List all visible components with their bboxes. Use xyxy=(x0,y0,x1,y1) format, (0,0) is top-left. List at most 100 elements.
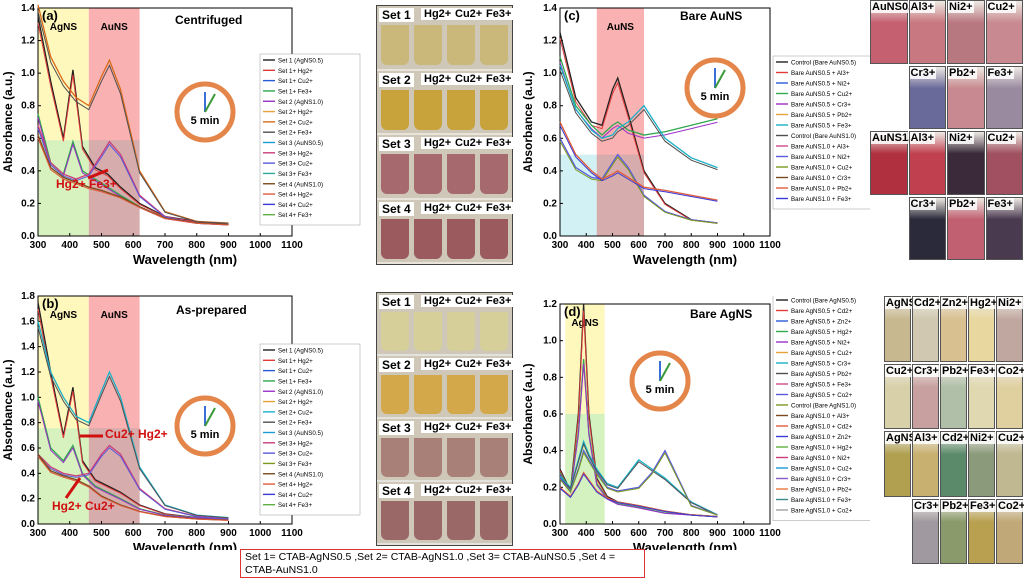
y-tick-label: 0.0 xyxy=(21,231,35,242)
vial-swatch-label: Fe3+ xyxy=(986,197,1014,210)
legend-entry: Set 2+ Fe3+ xyxy=(278,130,312,137)
y-tick-label: 0.6 xyxy=(21,133,35,144)
x-tick-label: 700 xyxy=(657,528,674,539)
y-tick-label: 0.8 xyxy=(21,101,35,112)
photo-ion-label: Hg2+ xyxy=(421,421,455,433)
y-tick-label: 1.4 xyxy=(543,3,557,14)
vial-swatch-label: Cr3+ xyxy=(909,66,937,79)
photo-ion-label: Fe3+ xyxy=(483,8,515,20)
y-tick-label: 0.4 xyxy=(21,468,35,479)
legend-entry: Set 4+ Fe3+ xyxy=(278,212,312,219)
vial-swatch-label: Al3+ xyxy=(909,132,936,144)
legend-entry: Set 2 (AgNS1.0) xyxy=(278,389,323,396)
series-line-auns-high xyxy=(37,4,229,224)
chart-panel-b: AgNS AuNS 300 400 500 600 700 800 900 1000 1100 0.0… xyxy=(0,288,370,555)
series-line-auns-low xyxy=(37,125,229,226)
vial xyxy=(381,437,409,477)
photo-ion-label: Cu2+ xyxy=(452,484,486,496)
photo-ion-label: Fe3+ xyxy=(483,72,515,85)
vial-swatch-label: Cu2+ xyxy=(997,432,1024,444)
x-axis-label: Wavelength (nm) xyxy=(633,252,737,267)
annotation-label: Hg2+ Cu2+ xyxy=(52,499,115,513)
x-tick-label: 400 xyxy=(578,240,595,251)
vial xyxy=(447,500,475,540)
legend-entry: Set 4+ Fe3+ xyxy=(278,502,312,509)
series-line-peak-navy-b xyxy=(559,363,718,518)
photo-ion-label: Fe3+ xyxy=(483,201,515,214)
legend-entry: Bare AuNS0.5 + Cu2+ xyxy=(791,91,853,98)
x-tick-label: 700 xyxy=(157,528,174,539)
photo-ion-label: Cu2+ xyxy=(452,8,486,20)
vial-swatch-label: Al3+ xyxy=(913,432,939,444)
legend-entry: Bare AgNS0.5 + Cu2+ xyxy=(791,350,853,357)
y-tick-label: 0.0 xyxy=(543,519,557,530)
legend-entry: Bare AgNS0.5 + Cr3+ xyxy=(791,361,851,368)
vial-swatch-label: Cu2+ xyxy=(885,364,915,377)
x-tick-label: 300 xyxy=(552,240,569,251)
legend-entry: Bare AgNS0.5 + Ni2+ xyxy=(791,340,851,347)
y-tick-label: 0.6 xyxy=(21,443,35,454)
photo-ion-label: Fe3+ xyxy=(483,421,515,433)
vial-swatch-label: Cr3+ xyxy=(913,499,940,512)
vial xyxy=(381,154,409,195)
x-tick-label: 600 xyxy=(125,240,142,251)
y-tick-label: 0.8 xyxy=(21,418,35,429)
legend-entry: Bare AgNS0.5 + Fe3+ xyxy=(791,382,852,389)
y-tick-label: 1.4 xyxy=(21,342,35,353)
legend-entry: Bare AuNS0.5 + Cr3+ xyxy=(791,102,851,109)
legend-entry: Set 4+ Hg2+ xyxy=(278,482,313,489)
x-tick-label: 900 xyxy=(709,240,726,251)
y-tick-label: 0.8 xyxy=(543,372,557,383)
x-tick-label: 800 xyxy=(683,240,700,251)
clock-hand-icon xyxy=(204,93,216,113)
clock-label: 5 min xyxy=(646,384,675,396)
vial xyxy=(480,311,508,351)
photo-row: Set 2 Hg2+ Cu2+ Fe3+ xyxy=(377,70,515,133)
x-tick-label: 400 xyxy=(578,528,595,539)
legend-entry: Set 2+ Hg2+ xyxy=(278,399,313,406)
vial-swatch-label: Zn2+ xyxy=(941,297,969,309)
series-line-auns-high-b xyxy=(37,11,229,224)
photo-row: Set 1 Hg2+ Cu2+ Fe3+ xyxy=(377,6,515,69)
vial-swatch-label: Pb2+ xyxy=(941,499,970,512)
photo-ion-label: Cu2+ xyxy=(452,421,486,433)
x-tick-label: 500 xyxy=(93,528,110,539)
photo-ion-label: Fe3+ xyxy=(483,137,515,149)
clock-label: 5 min xyxy=(191,429,220,441)
x-axis-label: Wavelength (nm) xyxy=(633,540,737,550)
x-tick-label: 1000 xyxy=(249,528,272,539)
vial-swatch-label: Co2+ xyxy=(997,364,1024,377)
legend-entry: Set 2+ Cu2+ xyxy=(278,119,313,126)
vial xyxy=(414,89,442,130)
clock-hand-icon xyxy=(204,407,216,427)
legend-entry: Bare AgNS0.5 + Co2+ xyxy=(791,392,853,399)
legend-entry: Control (Bare AuNS0.5) xyxy=(791,60,856,67)
legend-entry: Set 3+ Fe3+ xyxy=(278,461,312,468)
legend-entry: Bare AuNS0.5 + Ni2+ xyxy=(791,81,851,88)
legend-entry: Bare AgNS1.0 + Pb2+ xyxy=(791,487,852,494)
vial xyxy=(414,218,442,259)
photo-ion-label: Cu2+ xyxy=(452,201,486,214)
x-tick-label: 900 xyxy=(709,528,726,539)
y-tick-label: 0.4 xyxy=(543,166,557,177)
vial xyxy=(381,218,409,259)
vial xyxy=(480,218,508,259)
vial-swatch-label: Ni2+ xyxy=(948,132,974,144)
legend-entry: Bare AgNS0.5 + Zn2+ xyxy=(791,319,852,326)
vial-swatch-label: Pb2+ xyxy=(948,197,977,210)
y-tick-label: 1.2 xyxy=(21,36,35,47)
vial xyxy=(381,374,409,414)
agns-vial-grid: AgNS0.5 Cd2+ Zn2+ Hg2+ Ni2+ Cu2+ Cr3+ Pb2+ Fe3+ C… xyxy=(884,296,1024,566)
y-tick-label: 0.8 xyxy=(543,101,557,112)
y-tick-label: 1.0 xyxy=(21,392,35,403)
vial xyxy=(447,154,475,195)
series-line-mid xyxy=(559,439,718,516)
legend-entry: Bare AuNS1.0 + Ni2+ xyxy=(791,154,851,161)
vial xyxy=(414,374,442,414)
x-tick-label: 900 xyxy=(220,240,237,251)
series-line-agns-mid-b xyxy=(37,401,229,520)
legend-entry: Set 3+ Fe3+ xyxy=(278,171,312,178)
chart-b: AgNS AuNS 300 400 500 600 700 800 900 1000 1100 0.0… xyxy=(1,291,361,555)
legend-entry: Bare AuNS1.0 + Cr3+ xyxy=(791,175,851,182)
